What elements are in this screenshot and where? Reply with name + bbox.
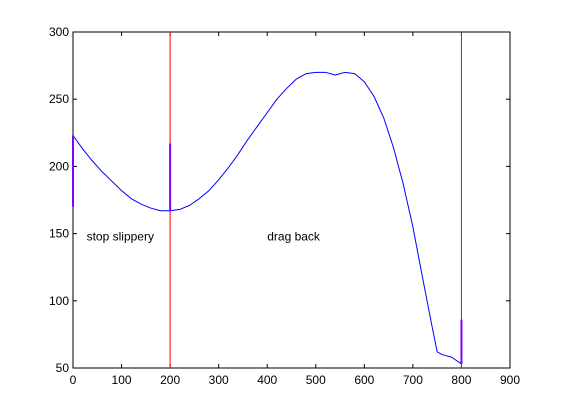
x-axis: 0 100 200 300 400 500 600 700 800 900 (70, 32, 520, 387)
y-tick-label: 50 (56, 361, 70, 375)
y-tick-label: 300 (49, 25, 69, 39)
x-tick-label: 900 (500, 373, 520, 387)
x-tick-label: 500 (306, 373, 326, 387)
y-tick-label: 150 (49, 227, 69, 241)
vertical-segments (72, 135, 463, 364)
x-tick-label: 300 (209, 373, 229, 387)
y-tick-label: 200 (49, 159, 69, 173)
axes-box (72, 31, 511, 369)
data-series (72, 71, 462, 365)
x-tick-label: 0 (70, 373, 77, 387)
plot-area: 0 100 200 300 400 500 600 700 800 900 50 100 150 200… (49, 25, 520, 387)
x-tick-label: 600 (354, 373, 374, 387)
y-tick-label: 100 (49, 294, 69, 308)
annotations: stop slippery drag back (87, 229, 321, 243)
annotation-label: stop slippery (87, 229, 154, 243)
y-axis: 50 100 150 200 250 300 (49, 25, 510, 375)
x-tick-label: 700 (403, 373, 423, 387)
y-tick-label: 250 (49, 92, 69, 106)
x-tick-label: 800 (451, 373, 471, 387)
annotation-label: drag back (267, 229, 321, 243)
x-tick-label: 200 (160, 373, 180, 387)
x-tick-label: 400 (257, 373, 277, 387)
series-line (72, 71, 462, 365)
x-tick-label: 100 (112, 373, 132, 387)
